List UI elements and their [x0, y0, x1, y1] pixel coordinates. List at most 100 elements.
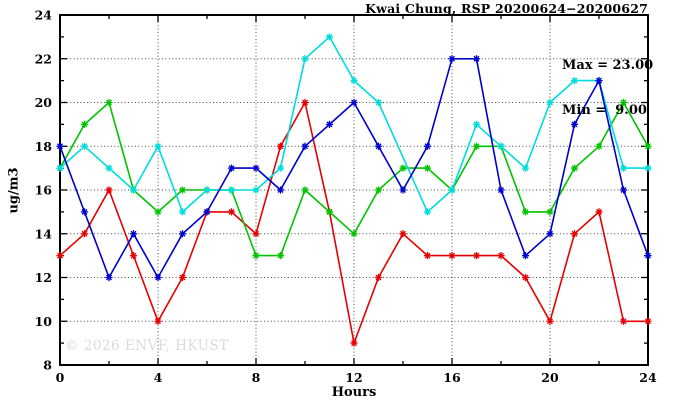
data-point-red-series [80, 230, 89, 238]
data-point-blue-series [472, 55, 481, 63]
data-point-cyan-series [301, 55, 309, 63]
y-tick-label: 18 [35, 139, 53, 154]
y-tick-label: 8 [43, 358, 52, 373]
data-point-green-series [178, 186, 187, 194]
data-point-blue-series [570, 120, 579, 128]
x-tick-label: 0 [56, 370, 65, 385]
data-point-cyan-series [56, 164, 64, 172]
data-point-cyan-series [105, 164, 113, 172]
x-tick-label: 16 [443, 370, 461, 385]
data-point-red-series [301, 98, 309, 107]
data-point-cyan-series [350, 77, 358, 85]
data-point-red-series [276, 142, 285, 150]
data-point-red-series [521, 273, 530, 282]
series-line-cyan-series [59, 36, 648, 213]
data-point-red-series [595, 208, 603, 216]
data-point-red-series [374, 273, 383, 282]
data-point-green-series [105, 98, 113, 107]
data-point-green-series [570, 164, 579, 172]
data-point-red-series [227, 208, 236, 216]
y-tick-label: 22 [35, 51, 52, 66]
data-point-blue-series [129, 230, 138, 238]
y-tick-label: 20 [35, 95, 53, 110]
data-point-blue-series [399, 186, 407, 194]
data-point-red-series [423, 252, 432, 260]
chart-title: Kwai Chung, RSP 20200624−20200627 [365, 1, 648, 16]
data-point-blue-series [80, 208, 89, 216]
data-point-cyan-series [374, 98, 383, 107]
x-tick-label: 4 [154, 370, 163, 385]
data-point-cyan-series [570, 77, 579, 85]
data-point-red-series [252, 230, 260, 238]
data-point-blue-series [448, 55, 456, 63]
data-point-red-series [619, 317, 628, 325]
data-point-red-series [472, 252, 481, 260]
stats-annotation: Max = 23.00 Min = 9.00 [562, 28, 653, 148]
data-point-cyan-series [252, 186, 260, 194]
data-point-green-series [595, 142, 603, 150]
data-point-green-series [374, 186, 383, 194]
data-point-blue-series [521, 252, 530, 260]
data-point-green-series [423, 164, 432, 172]
data-point-green-series [325, 208, 334, 216]
data-point-cyan-series [325, 33, 334, 41]
data-point-green-series [350, 230, 358, 238]
data-point-cyan-series [472, 120, 481, 128]
data-point-cyan-series [154, 142, 162, 150]
data-point-red-series [56, 252, 64, 260]
data-point-cyan-series [644, 164, 652, 172]
data-point-blue-series [644, 252, 652, 260]
data-point-red-series [448, 252, 456, 260]
data-point-cyan-series [448, 186, 456, 194]
data-point-red-series [644, 317, 652, 325]
data-point-blue-series [276, 186, 285, 194]
data-point-green-series [276, 252, 285, 260]
data-point-blue-series [619, 186, 628, 194]
data-point-green-series [644, 142, 652, 150]
data-point-blue-series [374, 142, 383, 150]
data-point-green-series [301, 186, 309, 194]
data-point-blue-series [56, 142, 64, 150]
data-point-blue-series [423, 142, 432, 150]
x-tick-label: 24 [639, 370, 657, 385]
data-point-blue-series [154, 273, 162, 282]
data-point-green-series [619, 98, 628, 107]
data-point-green-series [546, 208, 554, 216]
data-point-cyan-series [129, 186, 138, 194]
y-tick-label: 12 [35, 270, 52, 285]
data-point-red-series [399, 230, 407, 238]
data-point-blue-series [497, 186, 505, 194]
data-point-red-series [129, 252, 138, 260]
data-point-blue-series [252, 164, 260, 172]
data-point-blue-series [227, 164, 236, 172]
data-point-blue-series [203, 208, 211, 216]
data-point-blue-series [350, 98, 358, 107]
data-point-blue-series [325, 120, 334, 128]
data-point-red-series [497, 252, 505, 260]
min-value-label: Min = 9.00 [562, 103, 647, 118]
data-point-cyan-series [276, 164, 285, 172]
data-point-green-series [472, 142, 481, 150]
y-axis-label: ug/m3 [6, 167, 22, 214]
data-point-cyan-series [619, 164, 628, 172]
x-tick-label: 12 [345, 370, 362, 385]
data-point-blue-series [595, 77, 603, 85]
data-point-blue-series [301, 142, 309, 150]
data-point-cyan-series [80, 142, 89, 150]
data-point-blue-series [105, 273, 113, 282]
data-point-cyan-series [423, 208, 432, 216]
data-point-red-series [570, 230, 579, 238]
max-value-label: Max = 23.00 [562, 58, 654, 73]
data-point-red-series [105, 186, 113, 194]
data-point-cyan-series [227, 186, 236, 194]
data-point-blue-series [546, 230, 554, 238]
data-point-cyan-series [178, 208, 187, 216]
data-point-green-series [154, 208, 162, 216]
x-tick-label: 20 [541, 370, 559, 385]
y-tick-label: 10 [35, 314, 53, 329]
data-point-red-series [178, 273, 187, 282]
data-point-green-series [399, 164, 407, 172]
data-point-red-series [546, 317, 554, 325]
